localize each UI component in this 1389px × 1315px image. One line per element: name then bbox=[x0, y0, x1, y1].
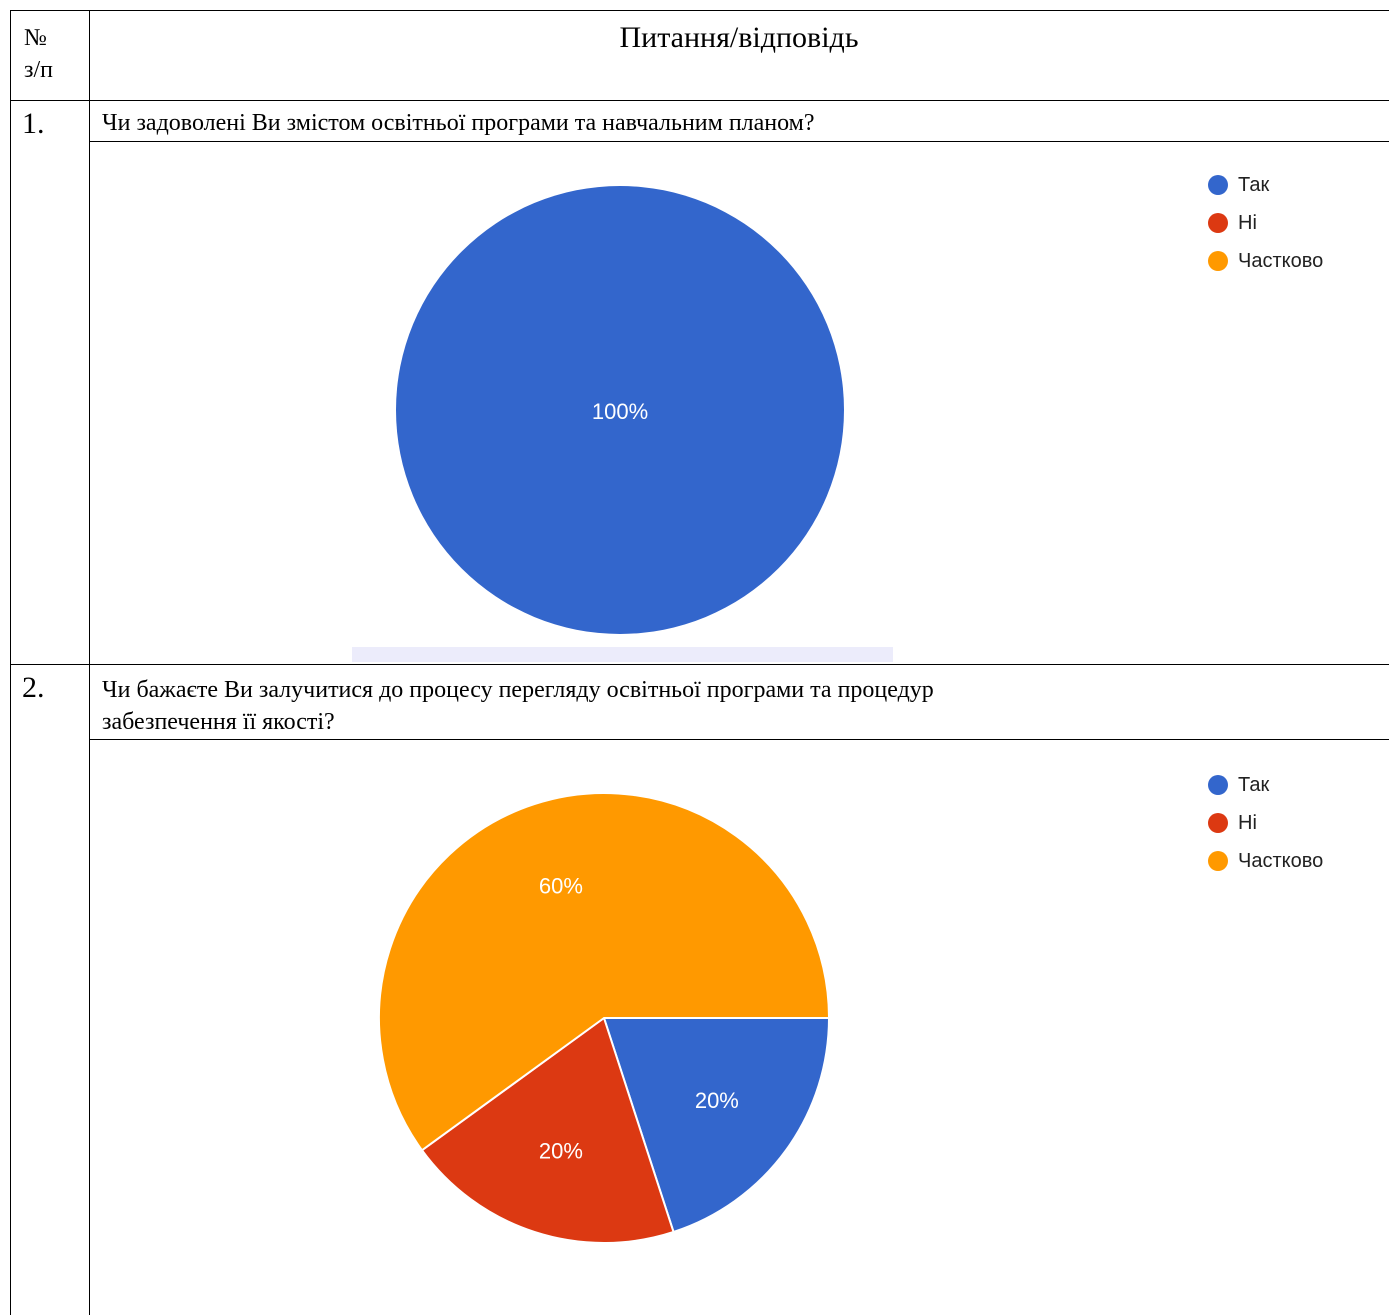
pie-slice-tak bbox=[602, 1017, 831, 1234]
pie-slice-chastkovo bbox=[378, 792, 831, 1152]
column-divider bbox=[89, 10, 90, 1315]
legend-label: Ні bbox=[1238, 811, 1257, 834]
row-number-2: 2. bbox=[22, 671, 45, 704]
question-2-text-divider bbox=[89, 739, 1389, 740]
table-border-top bbox=[10, 10, 1389, 11]
question-2-text-line-2: забезпечення її якості? bbox=[102, 709, 335, 735]
chart-1-bottom-bar bbox=[352, 647, 893, 662]
legend-label: Ні bbox=[1238, 211, 1257, 234]
legend-label: Частково bbox=[1238, 849, 1324, 872]
legend-dot-blue bbox=[1208, 175, 1228, 195]
question-2-text: Чи бажаєте Ви залучитися до процесу пере… bbox=[102, 674, 934, 738]
legend-dot-orange bbox=[1208, 851, 1228, 871]
legend-dot-orange bbox=[1208, 251, 1228, 271]
number-column-header: № з/п bbox=[24, 22, 53, 86]
pie-label-ni: 20% bbox=[539, 1139, 583, 1164]
legend-label: Так bbox=[1238, 773, 1270, 796]
pie-slice-so-tak bbox=[396, 186, 844, 634]
pie-label-chastkovo: 60% bbox=[539, 873, 583, 898]
legend-label: Так bbox=[1238, 173, 1270, 196]
pie-slice-ni bbox=[420, 1016, 675, 1244]
legend-item-ni: Ні bbox=[1208, 204, 1323, 242]
legend-item-ni: Ні bbox=[1208, 804, 1323, 842]
question-2-text-line-1: Чи бажаєте Ви залучитися до процесу пере… bbox=[102, 677, 934, 703]
pie-label-tak: 20% bbox=[695, 1088, 739, 1113]
pie-label-tak: 100% bbox=[592, 399, 648, 424]
legend-item-tak: Так bbox=[1208, 166, 1323, 204]
question-1-text: Чи задоволені Ви змістом освітньої прогр… bbox=[102, 110, 815, 136]
legend-dot-blue bbox=[1208, 775, 1228, 795]
row-divider bbox=[10, 664, 1389, 665]
legend-label: Частково bbox=[1238, 249, 1324, 272]
legend-item-chastkovo: Частково bbox=[1208, 842, 1323, 880]
legend-item-chastkovo: Частково bbox=[1208, 242, 1323, 280]
number-sign: № bbox=[24, 25, 47, 51]
row-number-1: 1. bbox=[22, 107, 45, 140]
legend-item-tak: Так bbox=[1208, 766, 1323, 804]
number-abbrev: з/п bbox=[24, 57, 53, 83]
legend-dot-red bbox=[1208, 213, 1228, 233]
legend-dot-red bbox=[1208, 813, 1228, 833]
pie-chart-2: 20% 20% 60% bbox=[378, 792, 831, 1244]
table-border-left bbox=[10, 10, 11, 1315]
legend-2: Так Ні Частково bbox=[1208, 766, 1323, 880]
header-row-divider bbox=[10, 100, 1389, 101]
legend-1: Так Ні Частково bbox=[1208, 166, 1323, 280]
pie-chart-1: 100% bbox=[396, 186, 844, 634]
question-1-text-divider bbox=[89, 141, 1389, 142]
page-title: Питання/відповідь bbox=[619, 21, 859, 54]
